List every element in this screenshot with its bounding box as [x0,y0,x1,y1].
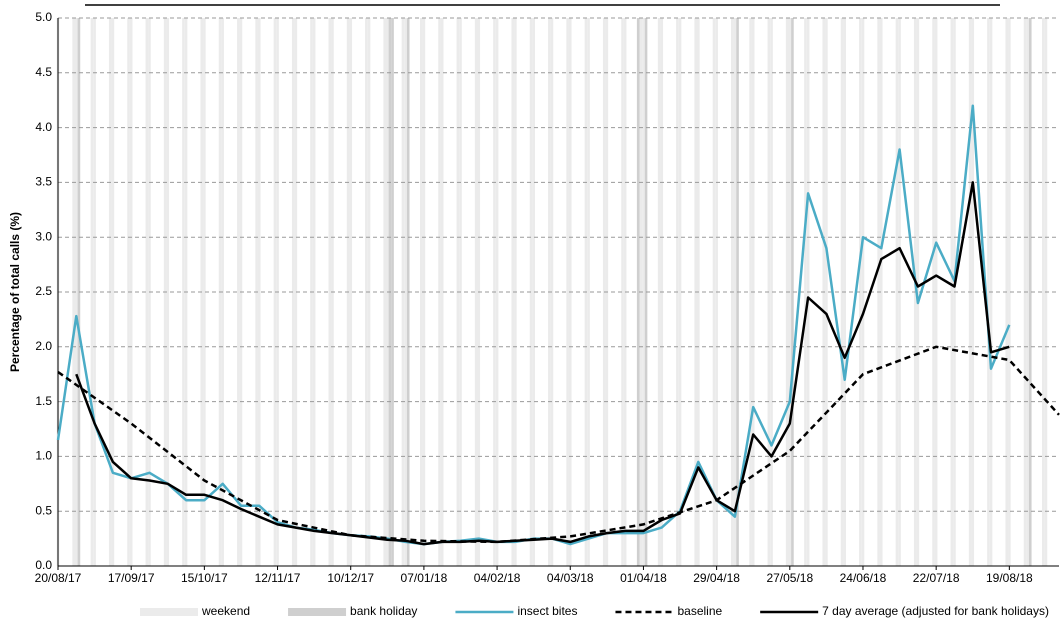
weekend-band [587,18,590,566]
y-tick-label: 4.5 [35,65,52,79]
x-tick-label: 04/03/18 [547,571,594,585]
weekend-band [182,18,185,566]
weekend-band [950,18,954,566]
weekend-band [474,18,478,566]
weekend-band [532,18,535,566]
series-line [75,181,1010,546]
weekend-band [90,18,94,566]
weekend-band [733,18,737,566]
weekend-band [621,18,624,566]
x-tick-label: 29/04/18 [693,571,740,585]
weekend-band [1008,18,1011,566]
weekend-band [770,18,773,566]
weekend-band [166,18,170,566]
weekend-band [203,18,206,566]
y-tick-label: 2.0 [35,339,52,353]
x-tick-label: 22/07/18 [913,571,960,585]
weekend-band [111,18,115,566]
weekend-band [294,18,298,566]
legend-label: bank holiday [350,604,417,618]
weekend-band [237,18,240,566]
weekend-band [642,18,645,566]
weekend-band [749,18,752,566]
y-tick-label: 3.5 [35,175,52,189]
weekend-band [404,18,407,566]
weekend-band [273,18,277,566]
weekend-band [312,18,316,566]
weekend-band [566,18,569,566]
x-tick-label: 17/09/17 [108,571,155,585]
bank-holiday-band [391,18,394,566]
x-tick-label: 20/08/17 [35,571,82,585]
bank-holiday-band [636,18,640,566]
weekend-band [861,18,865,566]
y-tick-label: 3.0 [35,229,52,243]
y-tick-label: 0.0 [35,558,52,572]
y-axis-label: Percentage of total calls (%) [8,212,22,372]
weekend-band [1042,18,1045,566]
y-tick-label: 1.5 [35,394,52,408]
weekend-band [895,18,899,566]
legend-label: 7 day average (adjusted for bank holiday… [822,604,1049,618]
weekend-band [419,18,423,566]
x-tick-label: 15/10/17 [181,571,228,585]
weekend-band [678,18,682,566]
weekend-band [987,18,990,566]
weekend-band [349,18,353,566]
weekend-band [879,18,883,566]
weekend-band [328,18,332,566]
x-tick-label: 27/05/18 [766,571,813,585]
y-tick-label: 4.0 [35,120,52,134]
x-tick-label: 24/06/18 [840,571,887,585]
bank-holiday-band [791,18,794,566]
weekend-band [804,18,807,566]
weekend-band [712,18,716,566]
weekend-band [511,18,515,566]
weekend-band [145,18,149,566]
weekend-band [440,18,444,566]
legend-label: weekend [201,604,250,618]
y-tick-label: 0.5 [35,503,52,517]
x-tick-label: 19/08/18 [986,571,1033,585]
weekend-band [383,18,387,566]
x-tick-label: 04/02/18 [474,571,521,585]
legend-swatch [140,608,198,616]
bank-holiday-band [1028,18,1032,566]
y-tick-label: 1.0 [35,449,52,463]
x-tick-label: 07/01/18 [401,571,448,585]
weekend-band [971,18,975,566]
y-tick-label: 5.0 [35,10,52,24]
legend-label: baseline [677,604,722,618]
weekend-band [916,18,920,566]
legend-swatch [288,608,347,616]
weekend-band [529,18,533,566]
x-tick-label: 12/11/17 [255,571,301,585]
weekend-band [74,18,78,566]
x-tick-label: 01/04/18 [620,571,667,585]
weekend-band [657,18,661,566]
bank-holiday-band [77,18,81,566]
y-tick-label: 2.5 [35,284,52,298]
weekend-band [495,18,499,566]
weekend-band [859,18,862,566]
weekend-band [257,18,261,566]
series-line [57,345,1060,544]
legend-label: insect bites [517,604,577,618]
weekend-band [825,18,828,566]
x-tick-label: 10/12/17 [327,571,374,585]
weekend-band [291,18,295,566]
